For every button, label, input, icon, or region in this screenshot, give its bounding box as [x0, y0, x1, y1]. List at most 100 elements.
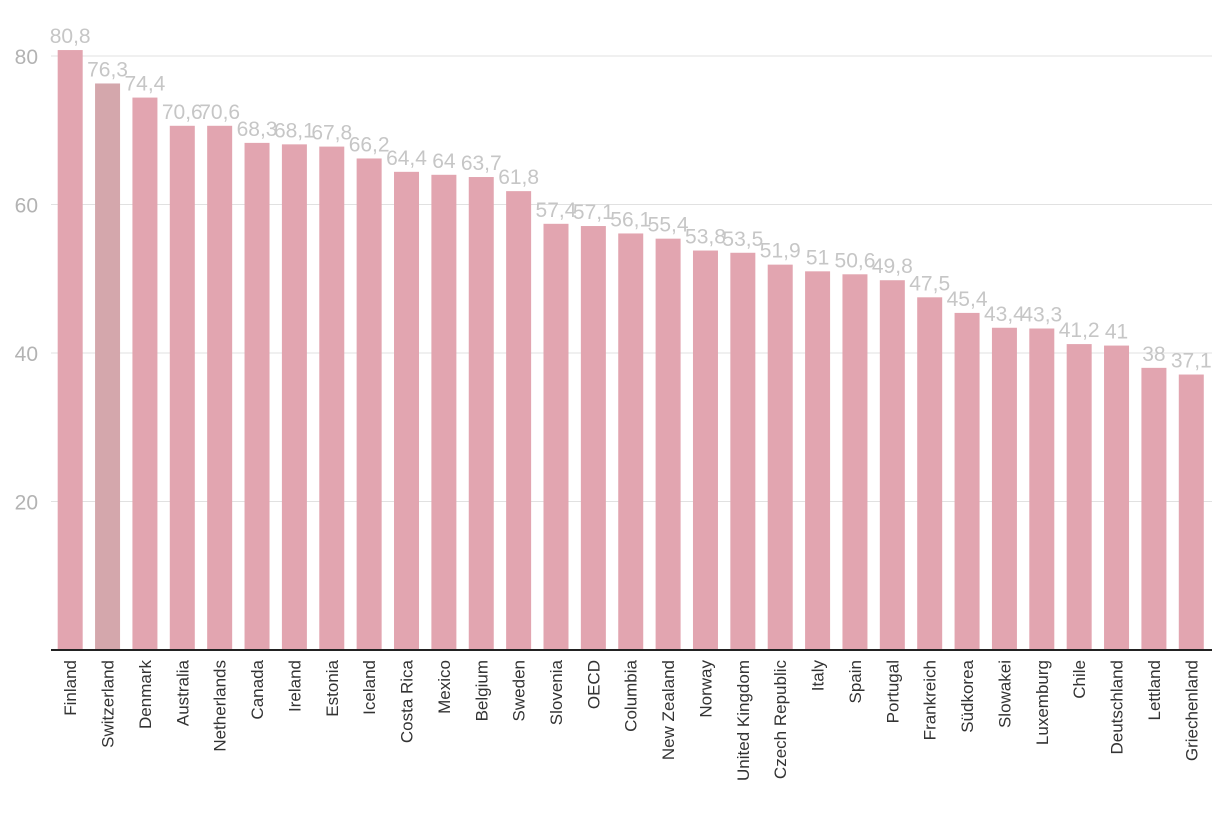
bar-canada: [244, 142, 270, 650]
data-label: 38: [1142, 343, 1165, 366]
x-tick-label: Slovenia: [547, 659, 566, 725]
x-tick-label: Frankreich: [921, 660, 940, 740]
data-label: 37,1: [1171, 350, 1212, 373]
x-tick-label: Switzerland: [99, 660, 118, 748]
x-tick-label: Slowakei: [995, 660, 1014, 728]
y-tick-label: 40: [15, 343, 38, 366]
data-label: 55,4: [648, 214, 689, 237]
data-label: 57,1: [573, 201, 614, 224]
data-label: 64: [432, 150, 456, 173]
y-tick-label: 20: [15, 492, 38, 515]
data-label: 56,1: [610, 208, 651, 231]
bar-ireland: [281, 144, 307, 651]
data-label: 63,7: [461, 152, 502, 175]
data-label: 50,6: [835, 249, 876, 272]
bar-columbia: [618, 233, 644, 650]
data-labels: 80,876,374,470,670,668,368,167,866,264,4…: [50, 25, 1212, 372]
data-label: 57,4: [536, 199, 577, 222]
data-label: 70,6: [199, 101, 240, 124]
bar-united-kingdom: [730, 252, 756, 650]
bar-denmark: [132, 97, 158, 650]
x-axis-ticks: Finland Switzerland Denmark Australia Nether…: [61, 659, 1201, 781]
data-label: 53,8: [685, 226, 726, 249]
data-label: 43,3: [1021, 303, 1062, 326]
data-label: 70,6: [162, 101, 203, 124]
bar-australia: [169, 125, 195, 651]
x-tick-label: OECD: [584, 660, 603, 709]
bar-luxemburg: [1029, 328, 1055, 650]
bar-sweden: [506, 191, 532, 650]
x-tick-label: Czech Republic: [771, 660, 790, 780]
data-label: 45,4: [947, 288, 988, 311]
x-tick-label: Canada: [248, 659, 267, 719]
data-label: 80,8: [50, 25, 91, 48]
data-label: 41,2: [1059, 319, 1100, 342]
bar-griechenland: [1178, 374, 1204, 650]
x-tick-label: Ireland: [285, 660, 304, 712]
x-tick-label: Deutschland: [1108, 660, 1127, 755]
x-tick-label: Lettland: [1145, 660, 1164, 721]
y-tick-label: 60: [15, 195, 38, 218]
x-tick-label: Netherlands: [211, 660, 230, 752]
bar-estonia: [319, 146, 345, 650]
data-label: 43,4: [984, 303, 1025, 326]
bar-slovenia: [543, 223, 569, 650]
x-tick-label: Italy: [809, 660, 828, 692]
bar-s-dkorea: [954, 312, 980, 650]
bars: [57, 50, 1204, 651]
bar-iceland: [356, 158, 382, 650]
x-tick-label: Luxemburg: [1033, 660, 1052, 745]
data-label: 47,5: [909, 272, 950, 295]
bar-switzerland: [95, 83, 121, 650]
x-tick-label: New Zealand: [659, 660, 678, 760]
x-tick-label: Griechenland: [1182, 660, 1201, 761]
data-label: 76,3: [87, 58, 128, 81]
bar-new-zealand: [655, 238, 681, 650]
bar-belgium: [468, 177, 494, 650]
bar-chile: [1066, 344, 1092, 650]
data-label: 67,8: [311, 122, 352, 145]
data-label: 64,4: [386, 147, 427, 170]
bar-spain: [842, 274, 868, 650]
x-tick-label: Finland: [61, 660, 80, 716]
x-tick-label: Spain: [846, 660, 865, 703]
data-label: 61,8: [498, 166, 539, 189]
data-label: 53,5: [722, 228, 763, 251]
bar-slowakei: [991, 327, 1017, 650]
y-tick-label: 80: [15, 46, 38, 69]
bar-italy: [805, 271, 831, 650]
bar-costa-rica: [394, 171, 420, 650]
x-tick-label: Columbia: [622, 659, 641, 731]
bar-czech-republic: [767, 264, 793, 650]
x-tick-label: Chile: [1070, 660, 1089, 699]
bar-mexico: [431, 174, 457, 651]
data-label: 66,2: [349, 133, 390, 156]
x-tick-label: Denmark: [136, 660, 155, 729]
bar-lettland: [1141, 367, 1167, 650]
x-tick-label: Iceland: [360, 660, 379, 715]
bar-frankreich: [917, 297, 943, 650]
data-label: 49,8: [872, 255, 913, 278]
bar-deutschland: [1104, 345, 1130, 650]
y-axis-ticks: 20 40 60 80: [15, 46, 38, 515]
bar-finland: [57, 50, 83, 651]
x-tick-label: United Kingdom: [734, 660, 753, 781]
x-tick-label: Belgium: [472, 660, 491, 721]
bar-netherlands: [207, 125, 233, 651]
x-tick-label: Sweden: [510, 660, 529, 721]
data-label: 68,1: [274, 119, 315, 142]
bar-oecd: [580, 226, 606, 650]
data-label: 51,9: [760, 240, 801, 263]
x-tick-label: Australia: [173, 659, 192, 726]
data-label: 51: [806, 246, 829, 269]
x-tick-label: Norway: [696, 660, 715, 718]
x-tick-label: Mexico: [435, 660, 454, 714]
x-tick-label: Costa Rica: [398, 659, 417, 743]
bar-portugal: [879, 280, 905, 650]
data-label: 41: [1105, 321, 1128, 344]
data-label: 74,4: [124, 73, 165, 96]
x-tick-label: Portugal: [883, 660, 902, 723]
x-tick-label: Estonia: [323, 659, 342, 716]
x-tick-label: Südkorea: [958, 659, 977, 732]
